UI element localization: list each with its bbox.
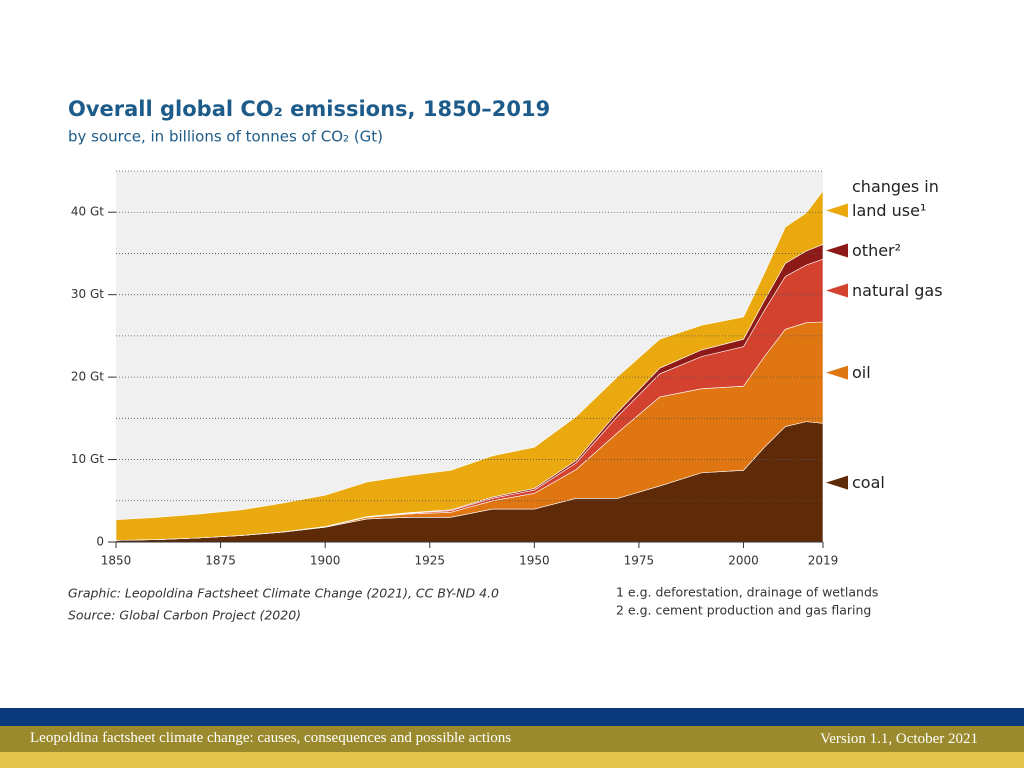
- legend-label: natural gas: [852, 280, 943, 300]
- x-tick-label: 1975: [624, 554, 655, 568]
- chart-title: Overall global CO₂ emissions, 1850–2019: [68, 97, 550, 121]
- y-tick-label: 40 Gt: [71, 205, 104, 219]
- x-tick-label: 1850: [101, 554, 132, 568]
- legend-label: other²: [852, 240, 902, 260]
- y-tick-label: 20 Gt: [71, 370, 104, 384]
- legend-marker: [826, 203, 848, 218]
- x-tick-label: 2019: [808, 554, 839, 568]
- x-tick-label: 1900: [310, 554, 341, 568]
- footer-left: Leopoldina factsheet climate change: cau…: [30, 730, 512, 746]
- note: 2 e.g. cement production and gas flaring: [616, 603, 871, 618]
- x-tick-label: 1925: [414, 554, 445, 568]
- legend-marker: [826, 475, 848, 490]
- x-tick-label: 1875: [205, 554, 236, 568]
- y-tick-label: 30 Gt: [71, 287, 104, 301]
- source: Graphic: Leopoldina Factsheet Climate Ch…: [68, 586, 499, 601]
- legend-label: oil: [852, 362, 871, 382]
- legend-marker: [826, 365, 848, 380]
- legend-label: changes in land use¹: [852, 176, 939, 220]
- chart-subtitle: by source, in billions of tonnes of CO₂ …: [68, 128, 383, 146]
- y-tick-label: 10 Gt: [71, 452, 104, 466]
- y-tick-label: 0: [96, 535, 104, 549]
- footer-band: [0, 726, 1024, 752]
- x-tick-label: 2000: [728, 554, 759, 568]
- footer-band: [0, 752, 1024, 768]
- legend-marker: [826, 283, 848, 298]
- area: [115, 189, 824, 541]
- legend-label: coal: [852, 472, 885, 492]
- x-tick-label: 1950: [519, 554, 550, 568]
- footer-band: [0, 708, 1024, 726]
- source: Source: Global Carbon Project (2020): [68, 608, 301, 623]
- note: 1 e.g. deforestation, drainage of wetlan…: [616, 585, 878, 600]
- footer-right: Version 1.1, October 2021: [820, 731, 978, 747]
- legend-marker: [826, 243, 848, 258]
